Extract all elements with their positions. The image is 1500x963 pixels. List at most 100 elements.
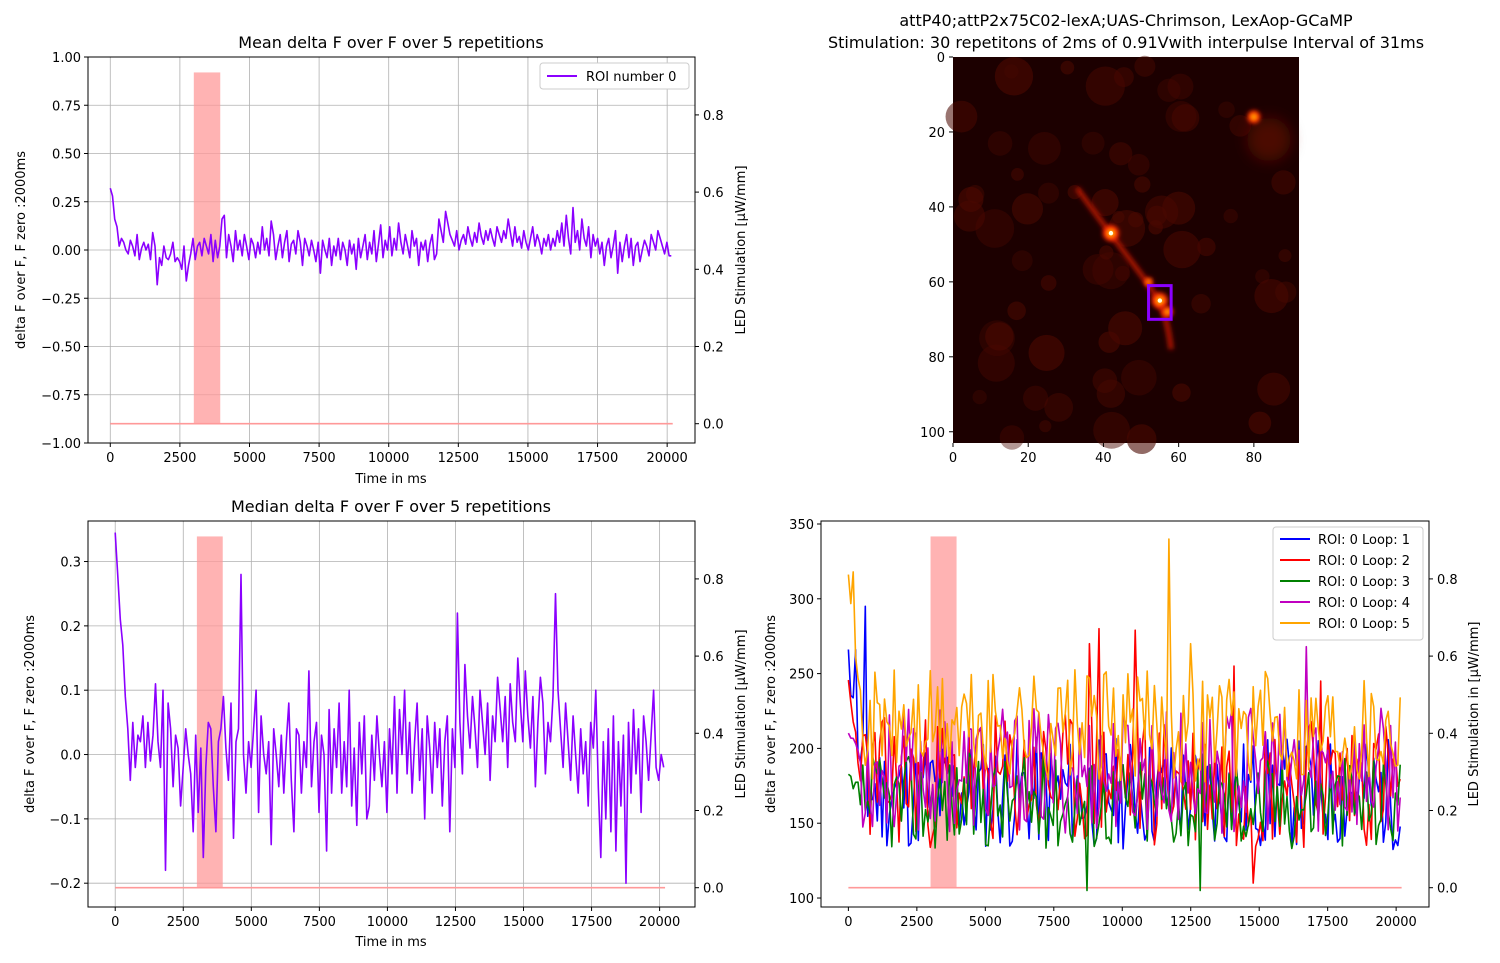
mean-y-tick-label: −0.50 bbox=[41, 341, 81, 356]
image-texture-blob bbox=[1092, 368, 1118, 393]
median-chart-x-label: Time in ms bbox=[354, 935, 427, 950]
image-texture-blob bbox=[972, 389, 987, 405]
median-y2-tick-label: 0.8 bbox=[703, 573, 724, 588]
image-texture-blob bbox=[1157, 78, 1181, 102]
image-texture-blob bbox=[1165, 101, 1197, 132]
image-x-tick-label: 80 bbox=[1246, 451, 1263, 466]
image-texture-blob bbox=[1148, 220, 1163, 235]
mean-chart-x-label: Time in ms bbox=[354, 472, 427, 487]
image-panel: attP40;attP2x75C02-lexA;UAS-Chrimson, Le… bbox=[828, 11, 1424, 466]
image-texture-blob bbox=[1271, 170, 1296, 195]
image-texture-blob bbox=[1096, 379, 1126, 408]
median-x-tick-label: 10000 bbox=[367, 915, 408, 930]
median-x-tick-label: 20000 bbox=[639, 915, 680, 930]
image-texture-blob bbox=[1171, 104, 1200, 132]
mean-y2-tick-label: 0.6 bbox=[703, 186, 724, 201]
image-texture-blob bbox=[1191, 293, 1211, 314]
image-y-ticks: 0 20 40 60 80 100 bbox=[920, 51, 953, 441]
mean-series-line-0 bbox=[109, 187, 672, 286]
image-texture-blob bbox=[985, 322, 1014, 351]
image-texture-blob bbox=[1109, 142, 1133, 166]
image-texture-blob bbox=[1172, 383, 1191, 402]
median-chart-x-ticks: 0 2500 5000 7500 10000 12500 15000 17500 20000 bbox=[111, 907, 680, 930]
loops-y2-tick-label: 0.2 bbox=[1437, 805, 1458, 820]
mean-chart-series bbox=[109, 187, 672, 286]
loops-chart-y2-ticks: 0.0 0.2 0.4 0.6 0.8 bbox=[1429, 573, 1458, 897]
loops-y2-tick-label: 0.8 bbox=[1437, 573, 1458, 588]
median-chart-series bbox=[114, 532, 665, 885]
mean-y2-tick-label: 0.0 bbox=[703, 418, 724, 433]
median-chart-y-label: delta F over F, F zero :2000ms bbox=[23, 615, 38, 813]
median-x-tick-label: 12500 bbox=[435, 915, 476, 930]
image-texture-blob bbox=[1115, 265, 1131, 282]
image-texture-blob bbox=[1060, 60, 1075, 75]
median-series-line-0 bbox=[114, 532, 665, 885]
image-texture-blob bbox=[1254, 278, 1289, 314]
image-texture-blob bbox=[1092, 251, 1130, 290]
mean-y-tick-label: 1.00 bbox=[52, 51, 81, 66]
mean-y-tick-label: −1.00 bbox=[41, 437, 81, 452]
median-y2-tick-label: 0.0 bbox=[703, 882, 724, 897]
image-texture-blob bbox=[1126, 424, 1157, 455]
image-texture-blob bbox=[1127, 153, 1150, 176]
mean-legend-box bbox=[539, 62, 690, 90]
image-texture-blob bbox=[1027, 131, 1061, 165]
mean-legend-label: ROI number 0 bbox=[586, 70, 676, 85]
image-hotspot-core bbox=[1157, 298, 1163, 303]
loops-legend-label-5: ROI: 0 Loop: 5 bbox=[1318, 617, 1410, 632]
median-y-tick-label: 0.1 bbox=[60, 684, 81, 699]
image-texture-blob bbox=[1028, 334, 1065, 371]
mean-x-tick-label: 17500 bbox=[577, 451, 618, 466]
median-chart-y2-label: LED Stimulation [μW/mm] bbox=[734, 629, 749, 798]
mean-y-tick-label: 0.75 bbox=[52, 99, 81, 114]
image-texture-blob bbox=[1011, 250, 1033, 272]
image-texture-blob bbox=[1011, 193, 1044, 225]
loops-x-tick-label: 2500 bbox=[900, 915, 933, 930]
mean-chart-title: Mean delta F over F over 5 repetitions bbox=[238, 33, 543, 52]
image-y-tick-label: 0 bbox=[937, 51, 945, 66]
image-title-line-2: Stimulation: 30 repetitons of 2ms of 0.9… bbox=[828, 33, 1424, 52]
image-title-line-1: attP40;attP2x75C02-lexA;UAS-Chrimson, Le… bbox=[899, 11, 1353, 30]
median-y-tick-label: −0.1 bbox=[49, 813, 81, 828]
image-texture-blob bbox=[1134, 176, 1151, 193]
image-texture-blob bbox=[1229, 115, 1252, 137]
mean-x-tick-label: 15000 bbox=[507, 451, 548, 466]
image-texture-blob bbox=[987, 131, 1013, 156]
loops-x-tick-label: 17500 bbox=[1307, 915, 1348, 930]
image-glow bbox=[1246, 117, 1291, 162]
median-y2-tick-label: 0.6 bbox=[703, 650, 724, 665]
median-y-tick-label: 0.3 bbox=[60, 556, 81, 571]
median-y2-tick-label: 0.2 bbox=[703, 805, 724, 820]
mean-y2-tick-label: 0.4 bbox=[703, 263, 724, 278]
mean-x-tick-label: 0 bbox=[106, 451, 114, 466]
loops-chart-y-ticks: 100 150 200 250 300 350 bbox=[789, 518, 821, 907]
image-texture-blob bbox=[1223, 208, 1238, 224]
mean-y-tick-label: 0.25 bbox=[52, 196, 81, 211]
image-texture-blob bbox=[999, 425, 1025, 450]
median-x-tick-label: 7500 bbox=[303, 915, 336, 930]
mean-chart-legend: ROI number 0 bbox=[539, 62, 690, 90]
image-y-tick-label: 40 bbox=[928, 201, 945, 216]
image-y-tick-label: 100 bbox=[920, 426, 945, 441]
loops-chart-y2-label: LED Stimulation in [μW/mm] bbox=[1467, 621, 1482, 806]
image-texture-blob bbox=[1039, 420, 1052, 433]
mean-y-tick-label: 0.50 bbox=[52, 148, 81, 163]
loops-legend-box bbox=[1272, 526, 1424, 641]
image-texture-blob bbox=[975, 209, 1015, 248]
loops-x-tick-label: 7500 bbox=[1037, 915, 1070, 930]
image-neurite bbox=[1075, 186, 1174, 350]
image-texture-blob bbox=[1218, 101, 1235, 119]
loops-x-tick-label: 15000 bbox=[1239, 915, 1280, 930]
median-stim-pulse bbox=[196, 536, 223, 888]
image-texture-blob bbox=[1082, 254, 1114, 285]
loops-series-line-4 bbox=[847, 538, 1401, 784]
image-heatmap bbox=[945, 55, 1297, 455]
image-texture-blob bbox=[1162, 191, 1196, 225]
image-texture-blob bbox=[1091, 189, 1119, 217]
loops-y-tick-label: 150 bbox=[789, 817, 814, 832]
median-chart-frame bbox=[87, 520, 696, 908]
median-chart-y-ticks: −0.2 −0.1 0.0 0.1 0.2 0.3 bbox=[49, 556, 88, 892]
median-y-tick-label: −0.2 bbox=[49, 877, 81, 892]
median-x-tick-label: 2500 bbox=[167, 915, 200, 930]
